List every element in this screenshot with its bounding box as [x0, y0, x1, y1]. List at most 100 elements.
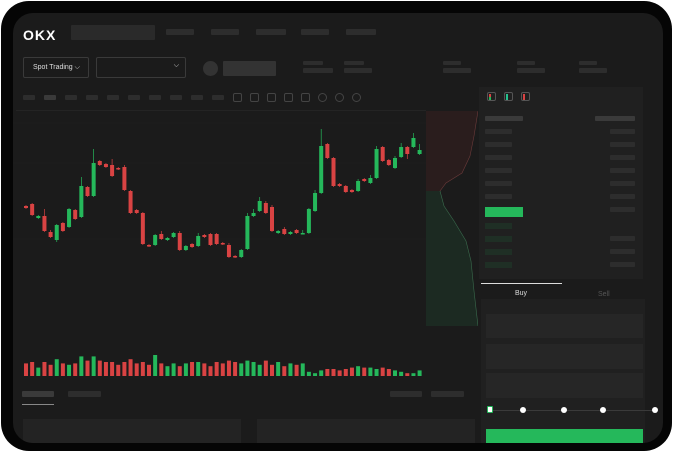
- timeframe-button[interactable]: [212, 95, 224, 100]
- slider-step-50[interactable]: [561, 407, 567, 413]
- volume-bar: [79, 356, 84, 376]
- volume-bar: [294, 364, 299, 376]
- ask-price: [485, 155, 512, 160]
- timeframe-button[interactable]: [44, 95, 56, 100]
- settings-icon[interactable]: [335, 93, 344, 102]
- volume-bar: [380, 367, 385, 376]
- volume-bar: [196, 362, 201, 376]
- candle-body: [251, 213, 256, 216]
- tab-order-history[interactable]: [68, 391, 101, 397]
- candle-body: [54, 225, 59, 240]
- trend-icon[interactable]: [284, 93, 293, 102]
- buy-button[interactable]: [486, 429, 643, 443]
- ask-size: [610, 207, 635, 212]
- orderbook-bids-icon[interactable]: [504, 92, 513, 101]
- volume-bar: [85, 360, 90, 376]
- candle-body: [24, 206, 28, 208]
- bid-size: [610, 262, 635, 267]
- depth-bids-area: [426, 191, 478, 326]
- spot-trading-dropdown[interactable]: Spot Trading ⌵: [23, 57, 89, 78]
- slider-handle[interactable]: [487, 406, 493, 413]
- timeframe-button[interactable]: [128, 95, 140, 100]
- volume-bar: [103, 362, 108, 376]
- bid-size: [610, 249, 635, 254]
- ask-size: [610, 168, 635, 173]
- tab-open-orders[interactable]: [22, 391, 54, 397]
- nav-item[interactable]: [256, 29, 286, 35]
- timeframe-button[interactable]: [170, 95, 182, 100]
- coin-icon: [203, 61, 218, 76]
- indicator-icon[interactable]: [250, 93, 259, 102]
- candle-body: [48, 232, 53, 237]
- pair-selector[interactable]: ⌵: [96, 57, 186, 78]
- nav-item[interactable]: [346, 29, 376, 35]
- volume-bar: [226, 360, 231, 376]
- candle-body: [79, 186, 84, 217]
- timeframe-button[interactable]: [86, 95, 98, 100]
- timeframe-button[interactable]: [107, 95, 119, 100]
- amount-slider[interactable]: [487, 406, 658, 413]
- timeframe-button[interactable]: [23, 95, 35, 100]
- candle-body: [417, 150, 422, 154]
- bid-price: [485, 236, 512, 242]
- volume-bar: [153, 355, 158, 376]
- slider-step-25[interactable]: [520, 407, 526, 413]
- candle-body: [294, 230, 299, 233]
- volume-bar: [245, 360, 250, 376]
- candle-body: [30, 204, 35, 215]
- timeframe-button[interactable]: [191, 95, 203, 100]
- candle-body: [140, 213, 145, 244]
- active-tab-underline: [22, 404, 54, 405]
- volume-bar: [319, 370, 324, 376]
- candle-body: [226, 245, 231, 257]
- candle-body: [263, 203, 268, 213]
- ticker-stat: [303, 68, 333, 73]
- draw-icon[interactable]: [301, 93, 310, 102]
- fx-icon[interactable]: [267, 93, 276, 102]
- total-input[interactable]: [486, 373, 643, 398]
- nav-item[interactable]: [301, 29, 329, 35]
- spot-trading-label: Spot Trading: [33, 64, 73, 71]
- bid-price: [485, 223, 512, 229]
- volume-bar: [331, 369, 336, 376]
- fullscreen-icon[interactable]: [352, 93, 361, 102]
- timeframe-button[interactable]: [149, 95, 161, 100]
- candle-body: [337, 184, 342, 186]
- search-bar[interactable]: [71, 25, 155, 40]
- nav-item[interactable]: [166, 29, 194, 35]
- volume-bar: [368, 367, 373, 376]
- camera-icon[interactable]: [318, 93, 327, 102]
- candle-body: [356, 181, 361, 191]
- candle-body: [393, 158, 397, 168]
- volume-bar: [116, 364, 121, 376]
- filter-button[interactable]: [431, 391, 464, 397]
- candlestick-chart[interactable]: [13, 111, 433, 381]
- orderbook-header: [595, 116, 635, 121]
- line-tool-icon[interactable]: [233, 93, 242, 102]
- volume-bar: [122, 362, 127, 376]
- ask-price: [485, 194, 512, 199]
- volume-bar: [282, 366, 287, 376]
- bid-price: [485, 262, 512, 268]
- volume-bar: [134, 363, 139, 376]
- volume-bar: [239, 363, 244, 376]
- volume-bar: [393, 370, 397, 376]
- buy-tab[interactable]: Buy: [515, 290, 528, 297]
- filter-button[interactable]: [390, 391, 422, 397]
- candle-body: [214, 234, 219, 244]
- ask-size: [610, 142, 635, 147]
- candle-body: [343, 186, 348, 192]
- slider-step-100[interactable]: [652, 407, 658, 413]
- amount-input[interactable]: [486, 344, 643, 369]
- volume-bar: [220, 363, 225, 376]
- volume-bar: [159, 363, 164, 376]
- timeframe-button[interactable]: [65, 95, 77, 100]
- sell-tab[interactable]: Sell: [598, 291, 610, 298]
- nav-item[interactable]: [211, 29, 239, 35]
- volume-bar: [362, 367, 367, 376]
- orderbook-asks-icon[interactable]: [521, 92, 530, 101]
- orderbook-both-icon[interactable]: [487, 92, 496, 101]
- price-input[interactable]: [486, 314, 643, 338]
- slider-step-75[interactable]: [600, 407, 606, 413]
